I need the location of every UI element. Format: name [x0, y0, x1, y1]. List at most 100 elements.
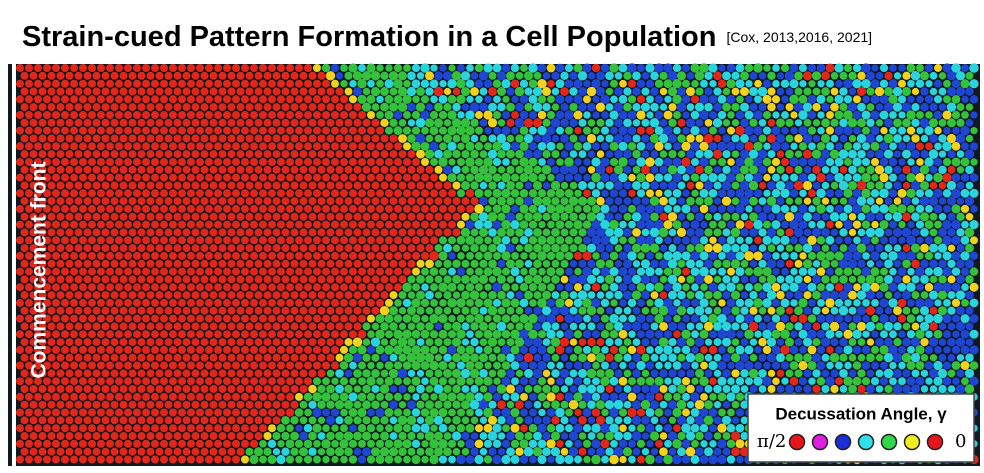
- cell: [547, 361, 555, 370]
- cell: [322, 236, 330, 245]
- cell: [61, 142, 69, 151]
- cell: [227, 400, 236, 409]
- cell: [623, 416, 632, 425]
- cell: [250, 408, 258, 417]
- cell: [506, 118, 515, 127]
- cell: [317, 181, 326, 190]
- cell: [182, 71, 191, 80]
- cell: [784, 71, 795, 81]
- cell: [191, 197, 200, 206]
- cell: [843, 78, 853, 89]
- cell: [808, 220, 816, 229]
- cell: [816, 345, 826, 354]
- cell: [766, 259, 777, 269]
- cell: [344, 369, 353, 378]
- cell: [348, 63, 358, 73]
- cell: [128, 118, 137, 127]
- cell: [816, 267, 826, 276]
- cell: [614, 118, 623, 128]
- cell: [61, 95, 69, 104]
- cell: [232, 204, 240, 213]
- cell: [196, 126, 204, 135]
- cell: [146, 244, 155, 253]
- cell: [348, 345, 358, 354]
- cell: [947, 337, 956, 347]
- cell: [263, 291, 272, 300]
- cell: [74, 369, 83, 378]
- cell: [817, 111, 825, 119]
- cell: [803, 197, 812, 205]
- cell: [97, 111, 105, 119]
- cell: [686, 103, 695, 111]
- cell: [897, 142, 907, 151]
- cell: [106, 95, 114, 104]
- cell: [704, 369, 713, 378]
- cell: [106, 204, 114, 213]
- cell: [960, 204, 970, 213]
- cell: [577, 384, 588, 394]
- cell: [460, 227, 471, 238]
- cell: [898, 361, 906, 370]
- cell: [128, 259, 137, 268]
- cell: [74, 197, 83, 206]
- cell: [389, 181, 398, 190]
- cell: [587, 259, 596, 268]
- cell: [515, 400, 524, 409]
- cell: [920, 337, 929, 347]
- cell: [605, 87, 614, 96]
- cell: [821, 275, 830, 284]
- cell: [924, 361, 934, 370]
- cell: [142, 345, 150, 354]
- cell: [241, 314, 249, 323]
- cell: [965, 322, 974, 331]
- cell: [771, 126, 781, 136]
- cell: [925, 142, 933, 151]
- cell: [43, 392, 51, 401]
- cell: [115, 298, 123, 307]
- cell: [334, 400, 345, 410]
- cell: [613, 399, 624, 410]
- cell: [191, 385, 200, 393]
- cell: [218, 416, 227, 425]
- cell: [254, 118, 263, 127]
- cell: [781, 111, 789, 119]
- cell: [730, 290, 741, 300]
- cell: [452, 307, 461, 315]
- cell: [650, 166, 659, 174]
- cell: [844, 361, 852, 370]
- cell: [901, 352, 912, 363]
- cell: [870, 189, 880, 198]
- cell: [649, 118, 660, 128]
- cell: [938, 384, 947, 394]
- cell: [442, 133, 453, 144]
- cell: [632, 71, 641, 81]
- cell: [173, 197, 182, 206]
- cell: [88, 79, 96, 88]
- cell: [875, 212, 884, 221]
- cell: [461, 244, 470, 252]
- cell: [578, 416, 587, 425]
- cell: [924, 313, 934, 324]
- cell: [749, 291, 758, 300]
- cell: [951, 79, 961, 88]
- cell: [821, 353, 830, 362]
- cell: [97, 189, 105, 198]
- cell: [97, 392, 105, 401]
- cell: [780, 361, 790, 370]
- cell: [241, 361, 249, 370]
- cell: [25, 79, 33, 88]
- cell: [681, 204, 691, 214]
- cell: [596, 243, 605, 253]
- cell: [654, 173, 664, 182]
- cell: [209, 103, 218, 112]
- cell: [781, 158, 789, 166]
- cell: [547, 283, 555, 292]
- cell: [916, 95, 924, 104]
- cell: [465, 314, 475, 323]
- cell: [776, 87, 785, 96]
- cell: [353, 291, 362, 300]
- cell: [847, 118, 858, 128]
- cell: [879, 79, 889, 88]
- cell: [951, 63, 961, 73]
- cell: [682, 126, 690, 135]
